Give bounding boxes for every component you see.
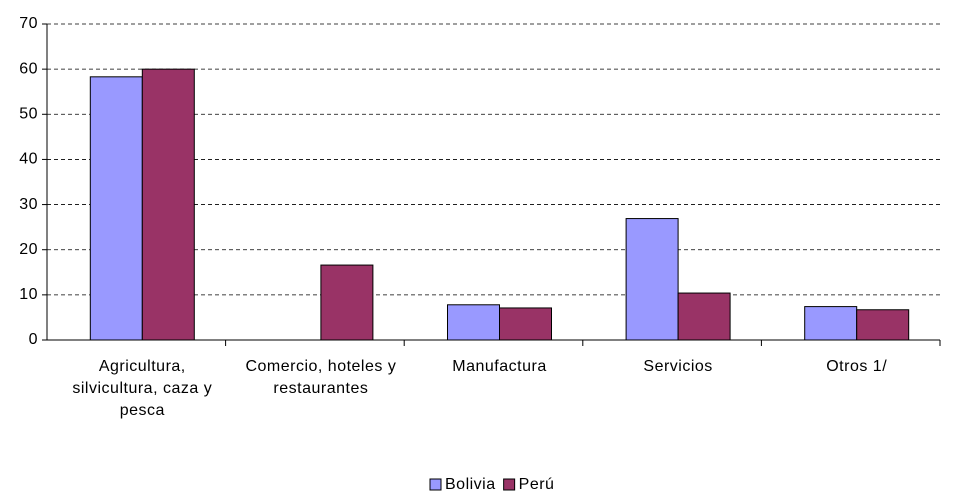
x-tick-label: Manufactura — [452, 358, 547, 375]
bar — [625, 218, 679, 341]
bar — [89, 76, 143, 341]
x-tick-label: Servicios — [643, 358, 713, 375]
bar — [804, 306, 858, 341]
legend-label: Perú — [519, 476, 555, 491]
bar — [320, 264, 374, 341]
bar — [447, 304, 500, 341]
legend-label: Bolivia — [445, 476, 496, 491]
y-tick-label: 20 — [19, 241, 38, 258]
bar — [677, 292, 731, 341]
y-tick-label: 0 — [29, 331, 38, 348]
x-tick-label: Otros 1/ — [826, 358, 888, 375]
y-tick-label: 30 — [19, 196, 38, 213]
bar — [499, 307, 552, 341]
y-tick-label: 10 — [19, 286, 38, 303]
legend-swatch — [503, 478, 516, 491]
y-tick-label: 50 — [19, 106, 38, 123]
x-tick-label: Comercio, hoteles y restaurantes — [245, 358, 397, 397]
y-tick-label: 70 — [19, 15, 38, 32]
legend-swatch — [429, 478, 442, 491]
bar — [141, 68, 195, 341]
y-tick-label: 40 — [19, 151, 38, 168]
y-tick-label: 60 — [19, 60, 38, 77]
bar — [856, 309, 910, 341]
x-tick-label: Agricultura, silvicultura, caza y pesca — [72, 358, 213, 419]
